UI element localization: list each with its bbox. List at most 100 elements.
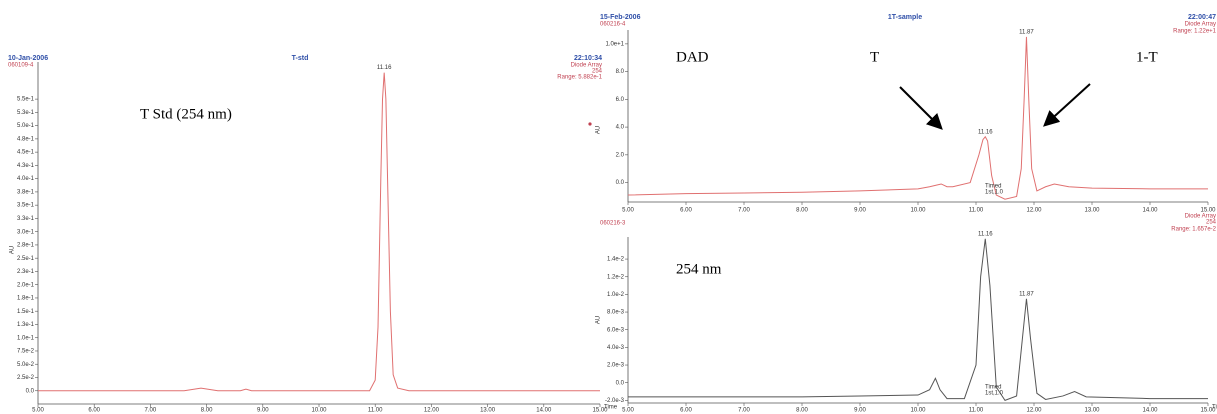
annotation: 1-T [1136,49,1158,65]
x-tick-label: 15.00 [1200,208,1216,214]
x-axis-label: Time [604,405,618,411]
x-tick-label: 13.00 [480,408,496,414]
annotation: 254 nm [676,261,722,277]
x-tick-label: 9.00 [854,408,866,414]
sample-id: 060216-3 [600,221,626,227]
x-tick-label: 15.00 [1200,408,1216,414]
x-tick-label: 9.00 [257,408,269,414]
y-axis-label: AU [596,316,602,324]
x-tick-label: 14.00 [536,408,552,414]
range: Range: 1.657e-2 [1171,227,1216,233]
y-tick-label: 2.0e-3 [607,363,625,369]
x-tick-label: 10.00 [910,208,926,214]
sample-id: 060109-4 [8,63,34,69]
y-tick-label: 4.5e-1 [17,150,35,156]
y-tick-label: 0.0 [26,388,35,394]
timed-note: 1st,1.0 [985,190,1004,196]
x-tick-label: 7.00 [738,208,750,214]
peak-label: 11.16 [978,231,993,237]
timed-note: Timed [985,184,1001,190]
time: 22:10:34 [574,55,602,62]
peak-label: 11.87 [1019,291,1034,297]
x-tick-label: 11.00 [368,408,383,414]
x-tick-label: 8.00 [796,208,808,214]
y-tick-label: 2.0e-1 [17,282,35,288]
x-tick-label: 12.00 [1026,408,1042,414]
y-tick-label: 1.0e-2 [607,292,625,298]
y-tick-label: 5.0e-2 [17,362,35,368]
x-tick-label: 5.00 [622,408,634,414]
x-axis-label: Time [1212,405,1217,411]
time: 22:00:47 [1188,14,1216,21]
y-tick-label: 3.8e-1 [17,189,35,195]
y-tick-label: 4.0 [616,125,625,131]
y-tick-label: 0.0 [616,180,625,186]
y-tick-label: 1.8e-1 [17,296,35,302]
x-tick-label: 15.00 [592,408,608,414]
range: Range: 5.882e-1 [557,75,602,81]
x-tick-label: 11.00 [969,408,984,414]
y-tick-label: 4.0e-1 [17,176,35,182]
peak-label: 11.16 [978,129,993,135]
date: 10-Jan-2006 [8,55,48,62]
x-tick-label: 11.00 [969,208,984,214]
y-tick-label: 0.0 [616,380,625,386]
x-tick-label: 8.00 [796,408,808,414]
arrow [1043,83,1091,127]
y-tick-label: 6.0 [616,97,625,103]
x-tick-label: 13.00 [1084,208,1100,214]
x-tick-label: 14.00 [1142,208,1158,214]
y-tick-label: 3.5e-1 [17,203,35,209]
y-tick-label: 7.5e-2 [17,349,35,355]
annotation: DAD [676,49,709,65]
y-axis-label: AU [596,126,602,134]
y-tick-label: 1.3e-1 [17,322,35,328]
x-tick-label: 14.00 [1142,408,1158,414]
y-tick-label: 8.0 [616,69,625,75]
annotation: T [870,49,879,65]
x-tick-label: 6.00 [680,408,692,414]
trace [38,72,600,392]
y-tick-label: 2.0 [616,152,625,158]
y-tick-label: 8.0e-3 [607,310,625,316]
x-tick-label: 7.00 [145,408,157,414]
y-tick-label: 1.5e-1 [17,309,35,315]
y-tick-label: 2.3e-1 [17,269,35,275]
sample-id: 060216-4 [600,22,626,28]
chart-title: T-std [292,55,309,62]
x-tick-label: 6.00 [680,208,692,214]
y-tick-label: 1.0e-1 [17,335,35,341]
x-tick-label: 5.00 [32,408,44,414]
wavelength: 254 [592,69,603,75]
y-tick-label: -2.0e-3 [605,398,625,404]
x-tick-label: 10.00 [311,408,327,414]
y-tick-label: 5.5e-1 [17,97,35,103]
y-tick-label: 4.0e-3 [607,345,625,351]
y-tick-label: 6.0e-3 [607,327,625,333]
wavelength: 254 [1206,220,1217,226]
y-tick-label: 1.4e-2 [607,257,625,263]
y-tick-label: 1.0e+1 [605,41,624,47]
x-tick-label: 6.00 [88,408,100,414]
y-tick-label: 2.5e-1 [17,256,35,262]
x-tick-label: 13.00 [1084,408,1100,414]
x-tick-label: 9.00 [854,208,866,214]
trace [628,238,1208,401]
peak-label: 11.87 [1019,30,1034,36]
marker-dot [588,122,592,126]
chart-title: 1T-sample [888,14,922,21]
arrow [899,86,943,130]
timed-note: 1st,1.0 [985,391,1004,397]
x-tick-label: 5.00 [622,208,634,214]
y-axis-label: AU [10,246,16,254]
peak-label: 11.16 [377,65,392,71]
y-tick-label: 2.5e-2 [17,375,35,381]
y-tick-label: 4.8e-1 [17,136,35,142]
detector: Diode Array [571,63,602,69]
y-tick-label: 1.2e-2 [607,274,625,280]
y-tick-label: 3.3e-1 [17,216,35,222]
y-tick-label: 2.8e-1 [17,243,35,249]
y-tick-label: 5.0e-1 [17,123,35,129]
detector: Diode Array [1185,214,1216,220]
